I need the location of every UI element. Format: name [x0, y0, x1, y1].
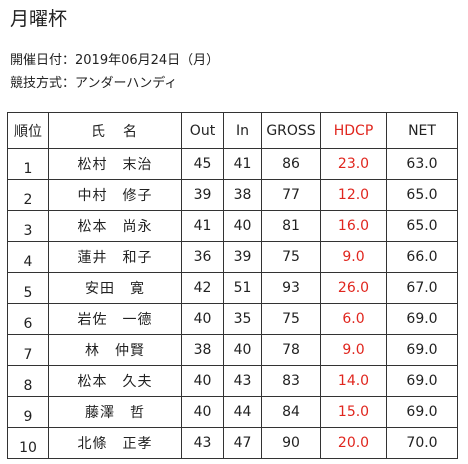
player-name-cell: 蓮井 和子: [48, 241, 182, 273]
rank-cell: 7: [7, 334, 49, 366]
rank-cell: 3: [7, 210, 49, 242]
in-score-cell: 40: [223, 334, 262, 366]
rank-cell: 2: [7, 179, 49, 211]
net-score-cell: 65.0: [386, 210, 458, 242]
rank-cell: 4: [7, 241, 49, 273]
in-score-cell: 43: [223, 365, 262, 397]
table-row: 3 松本 尚永 41 40 81 16.0 65.0: [7, 210, 458, 242]
rank-cell: 5: [7, 272, 49, 304]
net-score-cell: 69.0: [386, 334, 458, 366]
in-score-cell: 47: [223, 427, 262, 459]
player-name-cell: 林 仲賢: [48, 334, 182, 366]
gross-score-cell: 75: [261, 303, 321, 335]
table-row: 8 松本 久夫 40 43 83 14.0 69.0: [7, 365, 458, 397]
rank-cell: 8: [7, 365, 49, 397]
out-score-cell: 40: [181, 365, 224, 397]
gross-score-cell: 81: [261, 210, 321, 242]
gross-score-cell: 90: [261, 427, 321, 459]
in-score-cell: 38: [223, 179, 262, 211]
gross-score-cell: 93: [261, 272, 321, 304]
hdcp-cell: 16.0: [320, 210, 387, 242]
header-gross: GROSS: [261, 112, 321, 149]
event-date: 開催日付：2019年06月24日（月）: [10, 53, 220, 68]
in-score-cell: 44: [223, 396, 262, 428]
net-score-cell: 67.0: [386, 272, 458, 304]
page-title: 月曜杯: [10, 8, 68, 30]
header-net: NET: [386, 112, 458, 149]
gross-score-cell: 78: [261, 334, 321, 366]
results-table: 順位 氏 名 Out In GROSS HDCP NET 1 松村 末治 45 …: [7, 112, 458, 459]
hdcp-cell: 9.0: [320, 334, 387, 366]
out-score-cell: 43: [181, 427, 224, 459]
table-row: 7 林 仲賢 38 40 78 9.0 69.0: [7, 334, 458, 366]
header-name: 氏 名: [48, 112, 182, 149]
rank-cell: 6: [7, 303, 49, 335]
table-row: 9 藤澤 哲 40 44 84 15.0 69.0: [7, 396, 458, 428]
rank-cell: 10: [7, 427, 49, 459]
hdcp-cell: 9.0: [320, 241, 387, 273]
player-name-cell: 安田 寛: [48, 272, 182, 304]
header-row: 順位 氏 名 Out In GROSS HDCP NET: [7, 112, 458, 149]
net-score-cell: 69.0: [386, 396, 458, 428]
header-rank: 順位: [7, 112, 49, 149]
table-row: 6 岩佐 一德 40 35 75 6.0 69.0: [7, 303, 458, 335]
gross-score-cell: 77: [261, 179, 321, 211]
out-score-cell: 42: [181, 272, 224, 304]
net-score-cell: 66.0: [386, 241, 458, 273]
gross-score-cell: 83: [261, 365, 321, 397]
out-score-cell: 40: [181, 303, 224, 335]
header-out: Out: [181, 112, 224, 149]
hdcp-cell: 20.0: [320, 427, 387, 459]
gross-score-cell: 86: [261, 148, 321, 180]
hdcp-cell: 23.0: [320, 148, 387, 180]
out-score-cell: 36: [181, 241, 224, 273]
out-score-cell: 40: [181, 396, 224, 428]
table-row: 10 北條 正孝 43 47 90 20.0 70.0: [7, 427, 458, 459]
player-name-cell: 中村 修子: [48, 179, 182, 211]
in-score-cell: 40: [223, 210, 262, 242]
player-name-cell: 藤澤 哲: [48, 396, 182, 428]
hdcp-cell: 12.0: [320, 179, 387, 211]
rank-cell: 1: [7, 148, 49, 180]
table-row: 1 松村 末治 45 41 86 23.0 63.0: [7, 148, 458, 180]
out-score-cell: 41: [181, 210, 224, 242]
in-score-cell: 39: [223, 241, 262, 273]
player-name-cell: 松村 末治: [48, 148, 182, 180]
gross-score-cell: 75: [261, 241, 321, 273]
player-name-cell: 岩佐 一德: [48, 303, 182, 335]
player-name-cell: 松本 尚永: [48, 210, 182, 242]
net-score-cell: 69.0: [386, 303, 458, 335]
hdcp-cell: 14.0: [320, 365, 387, 397]
hdcp-cell: 26.0: [320, 272, 387, 304]
net-score-cell: 65.0: [386, 179, 458, 211]
hdcp-cell: 6.0: [320, 303, 387, 335]
out-score-cell: 38: [181, 334, 224, 366]
table-row: 5 安田 寛 42 51 93 26.0 67.0: [7, 272, 458, 304]
rank-cell: 9: [7, 396, 49, 428]
net-score-cell: 63.0: [386, 148, 458, 180]
table-row: 4 蓮井 和子 36 39 75 9.0 66.0: [7, 241, 458, 273]
hdcp-cell: 15.0: [320, 396, 387, 428]
in-score-cell: 51: [223, 272, 262, 304]
header-in: In: [223, 112, 262, 149]
net-score-cell: 69.0: [386, 365, 458, 397]
player-name-cell: 松本 久夫: [48, 365, 182, 397]
player-name-cell: 北條 正孝: [48, 427, 182, 459]
out-score-cell: 39: [181, 179, 224, 211]
net-score-cell: 70.0: [386, 427, 458, 459]
table-row: 2 中村 修子 39 38 77 12.0 65.0: [7, 179, 458, 211]
header-hdcp: HDCP: [320, 112, 387, 149]
in-score-cell: 41: [223, 148, 262, 180]
competition-format: 競技方式：アンダーハンディ: [10, 76, 178, 91]
in-score-cell: 35: [223, 303, 262, 335]
out-score-cell: 45: [181, 148, 224, 180]
gross-score-cell: 84: [261, 396, 321, 428]
